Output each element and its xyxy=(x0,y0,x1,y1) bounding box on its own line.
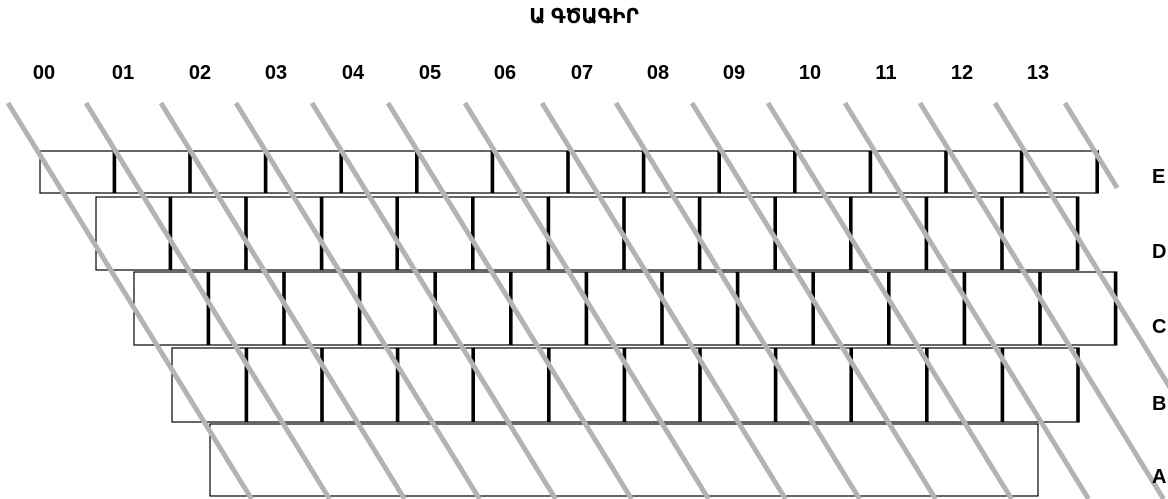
diagram-title: Ա ԳԾԱԳԻՐ xyxy=(529,6,639,28)
column-labels: 00 01 02 03 04 05 06 07 08 09 10 11 12 13 xyxy=(33,62,1049,84)
diagonal-stripe-6 xyxy=(462,101,711,499)
diagonal-stripe-2 xyxy=(158,101,407,499)
key-row-D xyxy=(95,196,1080,271)
key-D-2 xyxy=(246,196,324,271)
row-labels: E D C B A xyxy=(1152,166,1166,488)
diagonal-stripe-12 xyxy=(917,101,1166,499)
column-label-04: 04 xyxy=(342,62,365,84)
column-label-06: 06 xyxy=(494,62,516,84)
key-E-12 xyxy=(946,150,1024,194)
key-E-7 xyxy=(568,150,646,194)
column-label-07: 07 xyxy=(571,62,593,84)
column-label-11: 11 xyxy=(875,62,896,84)
key-C-10 xyxy=(889,271,967,346)
row-label-B: B xyxy=(1152,393,1166,415)
diagonal-stripe-0 xyxy=(5,101,254,499)
column-label-13: 13 xyxy=(1027,62,1049,84)
diagonal-stripe-14 xyxy=(1062,101,1120,190)
column-label-09: 09 xyxy=(723,62,745,84)
column-label-01: 01 xyxy=(112,62,134,84)
key-D-5 xyxy=(473,196,551,271)
key-E-10 xyxy=(795,150,873,194)
key-E-13 xyxy=(1022,150,1099,194)
key-E-11 xyxy=(870,150,948,194)
diagonal-stripe-13 xyxy=(992,101,1168,390)
diagonal-stripe-8 xyxy=(613,101,862,499)
key-rows xyxy=(39,150,1118,497)
column-label-00: 00 xyxy=(33,62,55,84)
key-row-E xyxy=(39,150,1099,194)
key-D-4 xyxy=(397,196,475,271)
key-B-2 xyxy=(322,347,400,423)
diagonal-stripe-4 xyxy=(309,101,558,499)
column-label-03: 03 xyxy=(265,62,287,84)
diagonal-stripes xyxy=(5,101,1168,499)
row-label-C: C xyxy=(1152,316,1166,338)
column-label-08: 08 xyxy=(647,62,669,84)
column-label-05: 05 xyxy=(419,62,441,84)
key-E-9 xyxy=(719,150,797,194)
diagonal-stripe-5 xyxy=(385,101,634,499)
diagonal-stripe-11 xyxy=(842,101,1091,499)
row-label-A: A xyxy=(1152,466,1166,488)
diagonal-stripe-9 xyxy=(689,101,938,499)
diagonal-stripe-3 xyxy=(233,101,482,499)
column-label-12: 12 xyxy=(951,62,973,84)
column-label-02: 02 xyxy=(189,62,211,84)
row-label-D: D xyxy=(1152,241,1166,263)
diagonal-stripe-7 xyxy=(539,101,788,499)
diagonal-stripe-10 xyxy=(765,101,1014,499)
row-label-E: E xyxy=(1152,166,1165,188)
key-D-1 xyxy=(171,196,248,271)
column-label-10: 10 xyxy=(799,62,821,84)
key-D-0 xyxy=(95,196,173,271)
key-B-11 xyxy=(1002,347,1080,423)
diagonal-stripe-1 xyxy=(83,101,332,499)
